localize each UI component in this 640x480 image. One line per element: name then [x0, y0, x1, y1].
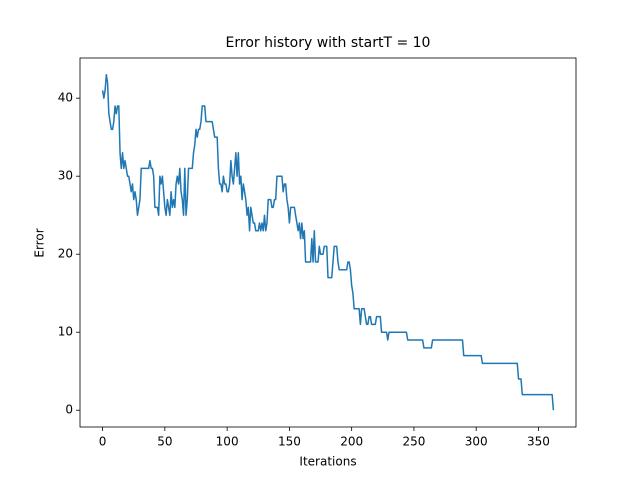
x-axis-label: Iterations [299, 455, 356, 469]
y-tick-label: 10 [58, 325, 73, 339]
x-tick-label: 100 [216, 435, 239, 449]
plot-frame [79, 57, 577, 428]
chart-title: Error history with startT = 10 [226, 35, 431, 51]
y-tick-label: 20 [58, 247, 73, 261]
y-axis-label: Error [33, 228, 47, 257]
y-tick-label: 30 [58, 169, 73, 183]
x-tick-label: 200 [340, 435, 363, 449]
x-tick-label: 300 [465, 435, 488, 449]
data-line [101, 74, 555, 411]
x-tick-label: 150 [278, 435, 301, 449]
x-tick-label: 350 [527, 435, 550, 449]
y-tick-label: 0 [65, 403, 73, 417]
y-tick-label: 40 [58, 91, 73, 105]
x-tick-label: 50 [157, 435, 172, 449]
x-tick-label: 250 [402, 435, 425, 449]
x-tick-label: 0 [99, 435, 107, 449]
